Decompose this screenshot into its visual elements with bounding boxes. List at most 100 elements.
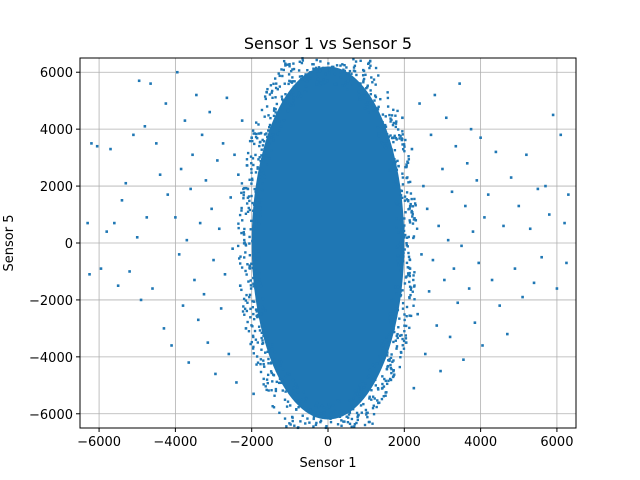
core-edge-point (408, 296, 411, 299)
core-edge-point (240, 182, 244, 185)
core-edge-point (383, 340, 387, 344)
core-edge-point (392, 369, 395, 372)
core-edge-point (413, 271, 416, 274)
core-edge-point (264, 385, 267, 388)
core-edge-point (396, 254, 400, 257)
core-edge-point (271, 96, 274, 100)
core-edge-point (260, 169, 263, 173)
core-edge-point (242, 231, 245, 234)
core-edge-point (312, 67, 315, 70)
core-edge-point (270, 371, 273, 375)
core-edge-point (258, 144, 261, 148)
core-edge-point (256, 361, 260, 364)
core-edge-point (297, 69, 301, 72)
core-edge-point (328, 405, 331, 409)
core-edge-point (411, 205, 415, 208)
core-edge-point (251, 139, 254, 143)
core-edge-point (369, 60, 372, 63)
core-edge-point (263, 365, 266, 368)
core-edge-point (346, 79, 350, 83)
core-edge-point (339, 76, 343, 79)
core-edge-point (379, 359, 382, 363)
core-edge-point (385, 382, 389, 386)
core-edge-point (401, 196, 404, 200)
core-edge-point (362, 81, 365, 84)
core-edge-point (335, 82, 338, 86)
scatter-point (237, 173, 240, 176)
scatter-point (422, 184, 425, 188)
core-edge-point (243, 241, 246, 244)
core-edge-point (401, 183, 405, 186)
core-edge-point (303, 75, 307, 78)
core-edge-point (386, 351, 389, 354)
core-edge-point (368, 395, 371, 398)
scatter-point (475, 179, 479, 182)
core-edge-point (395, 185, 398, 188)
core-edge-point (394, 180, 398, 183)
core-edge-point (265, 154, 268, 157)
core-edge-point (373, 364, 376, 368)
x-tick-label: 2000 (388, 435, 421, 450)
core-edge-point (399, 293, 403, 297)
core-edge-point (237, 226, 240, 230)
core-edge-point (248, 266, 251, 270)
core-edge-point (275, 102, 279, 106)
scatter-point (238, 284, 242, 287)
core-edge-point (406, 176, 409, 179)
core-edge-point (252, 276, 255, 280)
core-edge-point (405, 198, 409, 201)
core-edge-point (394, 200, 398, 203)
core-edge-point (314, 404, 317, 407)
core-edge-point (339, 64, 342, 67)
core-edge-point (286, 108, 290, 111)
scatter-point (435, 324, 439, 327)
core-edge-point (244, 299, 248, 302)
core-edge-point (407, 199, 410, 203)
core-edge-point (368, 368, 372, 372)
core-edge-point (362, 79, 365, 82)
core-edge-point (338, 410, 341, 414)
core-edge-point (409, 293, 412, 297)
core-edge-point (257, 325, 261, 328)
core-edge-point (327, 62, 330, 65)
core-edge-point (360, 388, 363, 391)
core-edge-point (391, 315, 394, 319)
core-edge-point (317, 66, 321, 69)
core-edge-point (346, 420, 350, 424)
core-edge-point (408, 326, 411, 330)
core-edge-point (252, 209, 255, 212)
core-edge-point (394, 307, 398, 310)
y-tick-label: 0 (65, 237, 73, 252)
core-edge-point (269, 116, 272, 120)
core-edge-point (342, 84, 346, 87)
core-edge-point (408, 180, 412, 184)
core-edge-point (369, 64, 372, 67)
core-edge-point (244, 212, 248, 215)
scatter-point (86, 221, 89, 225)
core-edge-point (284, 390, 287, 393)
scatter-point (166, 193, 170, 196)
core-edge-point (260, 154, 263, 157)
core-edge-point (407, 181, 410, 184)
core-edge-point (254, 121, 258, 124)
core-edge-point (261, 307, 265, 310)
core-edge-point (401, 133, 404, 136)
core-edge-point (399, 241, 402, 244)
core-edge-point (272, 137, 275, 141)
core-edge-point (333, 72, 337, 76)
core-edge-point (384, 146, 388, 150)
scatter-point (403, 236, 406, 239)
core-edge-point (369, 89, 372, 92)
scatter-point (513, 267, 517, 270)
core-edge-point (388, 312, 392, 316)
scatter-point (551, 113, 555, 117)
core-edge-point (254, 190, 257, 193)
core-edge-point (346, 88, 349, 91)
scatter-point (212, 258, 215, 262)
core-edge-point (319, 420, 322, 424)
scatter-point (183, 119, 187, 122)
scatter-point (479, 136, 482, 139)
core-edge-point (243, 227, 246, 231)
scatter-point (200, 133, 204, 137)
core-edge-point (391, 312, 394, 316)
